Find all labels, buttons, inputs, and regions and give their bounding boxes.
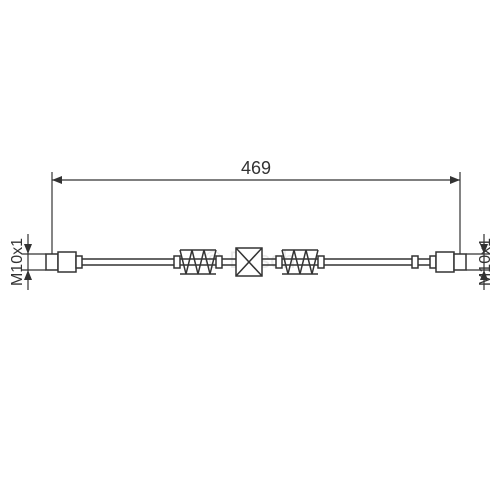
dimension-length [52, 172, 460, 254]
length-value: 469 [241, 158, 271, 178]
hose-assembly [46, 248, 466, 276]
thread-left-value: M10x1 [9, 238, 26, 286]
thread-right-value: M10x1 [477, 238, 494, 286]
technical-drawing: © Bosch 469 [0, 0, 500, 500]
